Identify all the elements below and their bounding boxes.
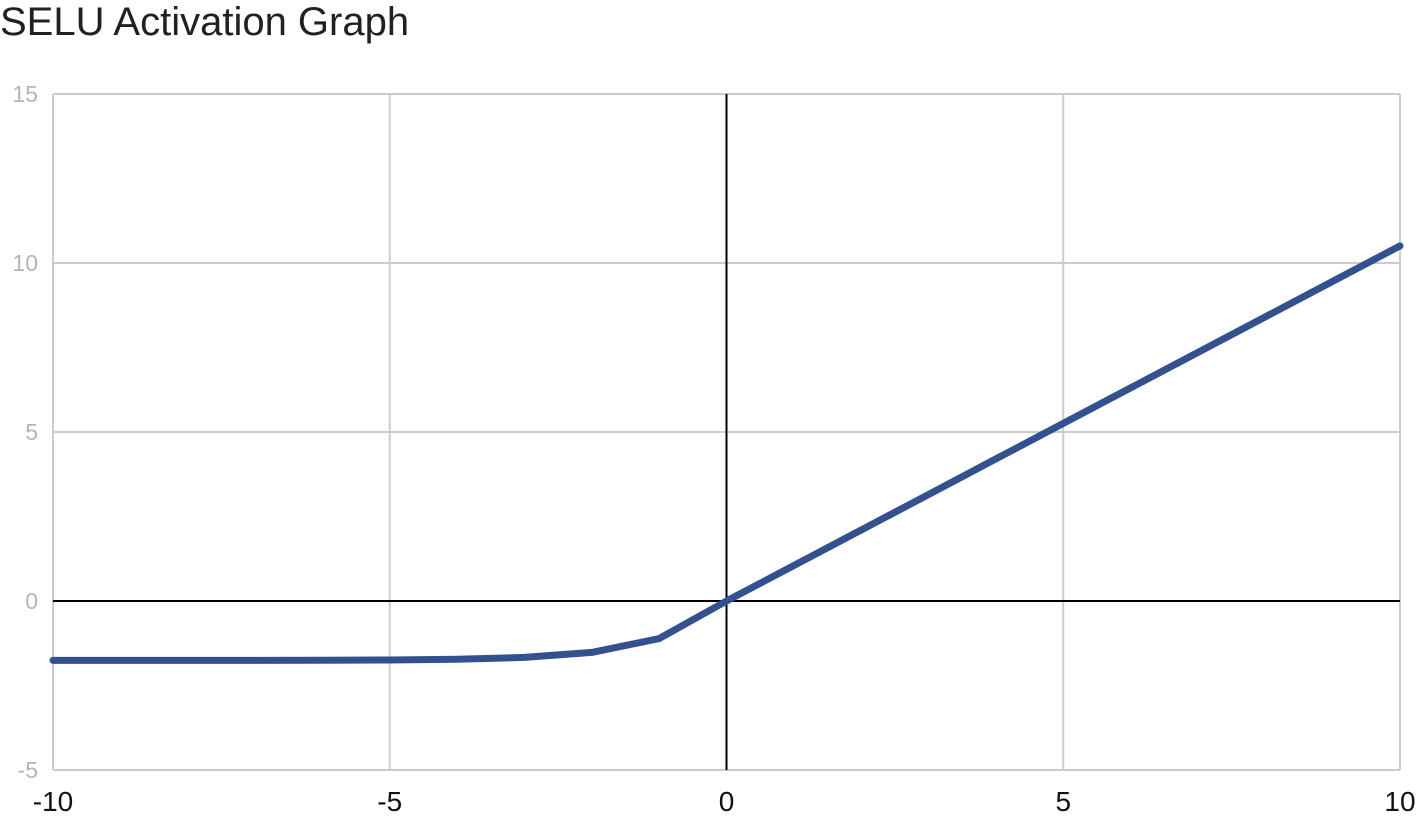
chart-title: SELU Activation Graph [0,0,410,44]
y-tick-label: -5 [18,757,38,783]
y-tick-labels: 15 10 5 0 -5 [12,81,38,783]
y-tick-label: 15 [12,81,38,107]
x-tick-label: 5 [1055,786,1071,817]
x-tick-label: -5 [377,786,402,817]
y-tick-label: 5 [25,419,38,445]
x-tick-label: 10 [1384,786,1415,817]
y-tick-label: 0 [25,588,38,614]
x-tick-labels: -10 -5 0 5 10 [33,786,1416,817]
series-layer [49,242,1404,664]
x-tick-label: 0 [719,786,735,817]
x-tick-label: -10 [33,786,73,817]
y-tick-label: 10 [12,250,38,276]
selu-series-line [49,242,1404,664]
